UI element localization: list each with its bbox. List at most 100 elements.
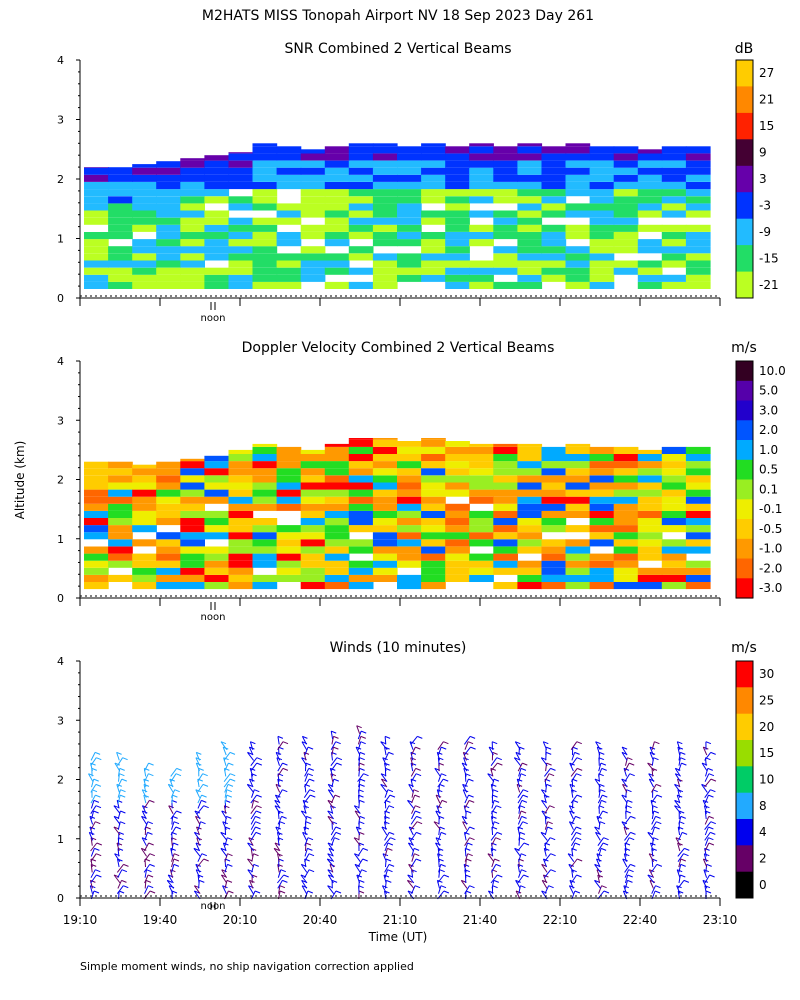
wind-barb [170, 848, 173, 857]
heatmap-cell [84, 167, 109, 175]
wind-barb-feather [443, 890, 450, 894]
colorbar-swatch [736, 661, 753, 688]
heatmap-cell [228, 153, 254, 161]
wind-barb [594, 880, 601, 889]
wind-barb [327, 789, 334, 798]
colorbar-swatch [736, 819, 753, 846]
heatmap-cell [84, 468, 109, 476]
wind-barb-feather [492, 794, 498, 798]
heatmap-cell [541, 253, 567, 261]
heatmap-cell [324, 532, 350, 540]
heatmap-cell [421, 232, 446, 240]
heatmap-cell [541, 224, 567, 232]
heatmap-cell [348, 153, 374, 161]
wind-barb [327, 869, 335, 878]
heatmap-cell [565, 468, 591, 476]
wind-barb [491, 880, 495, 889]
wind-barb [705, 768, 709, 777]
wind-barb-feather [443, 778, 449, 782]
wind-barb [383, 821, 387, 830]
heatmap-cell [132, 189, 157, 197]
heatmap-cell [469, 567, 494, 575]
heatmap-cell [108, 546, 133, 554]
heatmap-cell [493, 260, 518, 268]
heatmap-cell [493, 475, 518, 483]
wind-barb [301, 880, 308, 889]
wind-barb-feather [116, 751, 122, 755]
wind-barb-feather [514, 757, 520, 761]
wind-barb-feather [520, 810, 527, 814]
wind-barb [704, 752, 712, 761]
heatmap-cell [517, 567, 543, 575]
heatmap-cell [372, 496, 398, 504]
wind-barb-feather [382, 885, 388, 889]
heatmap-cell [661, 475, 687, 483]
wind-barb-feather [389, 831, 395, 835]
wind-barb [411, 869, 414, 878]
wind-barb [598, 885, 603, 894]
heatmap-cell [445, 441, 470, 447]
colorbar-label: -9 [759, 225, 771, 239]
wind-barb-feather [493, 879, 499, 883]
heatmap-cell [156, 217, 181, 225]
wind-barb-feather [307, 746, 314, 750]
wind-barb-feather [497, 762, 503, 766]
heatmap-cell [613, 539, 639, 547]
heatmap-cell [252, 574, 278, 582]
heatmap-cell [228, 560, 254, 568]
heatmap-cell [613, 454, 639, 462]
wind-barb-feather [282, 767, 289, 771]
heatmap-cell [493, 217, 518, 225]
heatmap-cell [469, 210, 494, 218]
wind-barb [247, 842, 255, 852]
wind-barb [411, 789, 415, 798]
heatmap-cell [108, 489, 133, 497]
heatmap-cell [300, 518, 326, 526]
wind-barb-feather [465, 890, 472, 894]
heatmap-cell [180, 458, 205, 462]
heatmap-cell [276, 461, 302, 469]
heatmap-cell [685, 539, 711, 547]
wind-barb [301, 741, 308, 750]
heatmap-cell [324, 546, 350, 554]
wind-barb [597, 794, 603, 804]
heatmap-cell [421, 539, 446, 547]
heatmap-cell [541, 153, 567, 161]
wind-barb [220, 832, 228, 841]
heatmap-cell [517, 239, 543, 247]
wind-barb-feather [435, 810, 441, 814]
wind-barb [701, 784, 708, 793]
heatmap-cell [637, 546, 663, 554]
wind-barb [490, 848, 494, 857]
wind-barb-feather [173, 842, 179, 846]
wind-barb-feather [149, 863, 155, 867]
heatmap-cell [348, 468, 374, 476]
heatmap-cell [589, 461, 615, 469]
heatmap-cell [180, 267, 205, 275]
heatmap-cell [300, 224, 326, 232]
wind-barb-feather [307, 890, 313, 894]
wind-barb [223, 752, 231, 761]
wind-barb [518, 810, 522, 820]
wind-barb [517, 816, 523, 825]
heatmap-cell [252, 532, 278, 540]
wind-barb [277, 874, 285, 884]
heatmap-cell [589, 281, 615, 289]
wind-barb [651, 768, 654, 777]
wind-barb [304, 837, 309, 846]
wind-barb [330, 832, 337, 841]
wind-barb [114, 853, 121, 862]
heatmap-cell [156, 161, 181, 168]
heatmap-cell [517, 560, 543, 568]
colorbar-swatch [736, 479, 753, 500]
heatmap-cell [276, 482, 302, 490]
heatmap-cell [661, 525, 687, 533]
heatmap-cell [469, 153, 494, 161]
colorbar-label: -0.1 [759, 502, 782, 516]
wind-barb [90, 784, 97, 793]
wind-barb [647, 762, 655, 772]
wind-barb [113, 805, 121, 815]
heatmap-cell [661, 468, 687, 476]
wind-barb [518, 773, 522, 782]
heatmap-cell [613, 239, 639, 247]
